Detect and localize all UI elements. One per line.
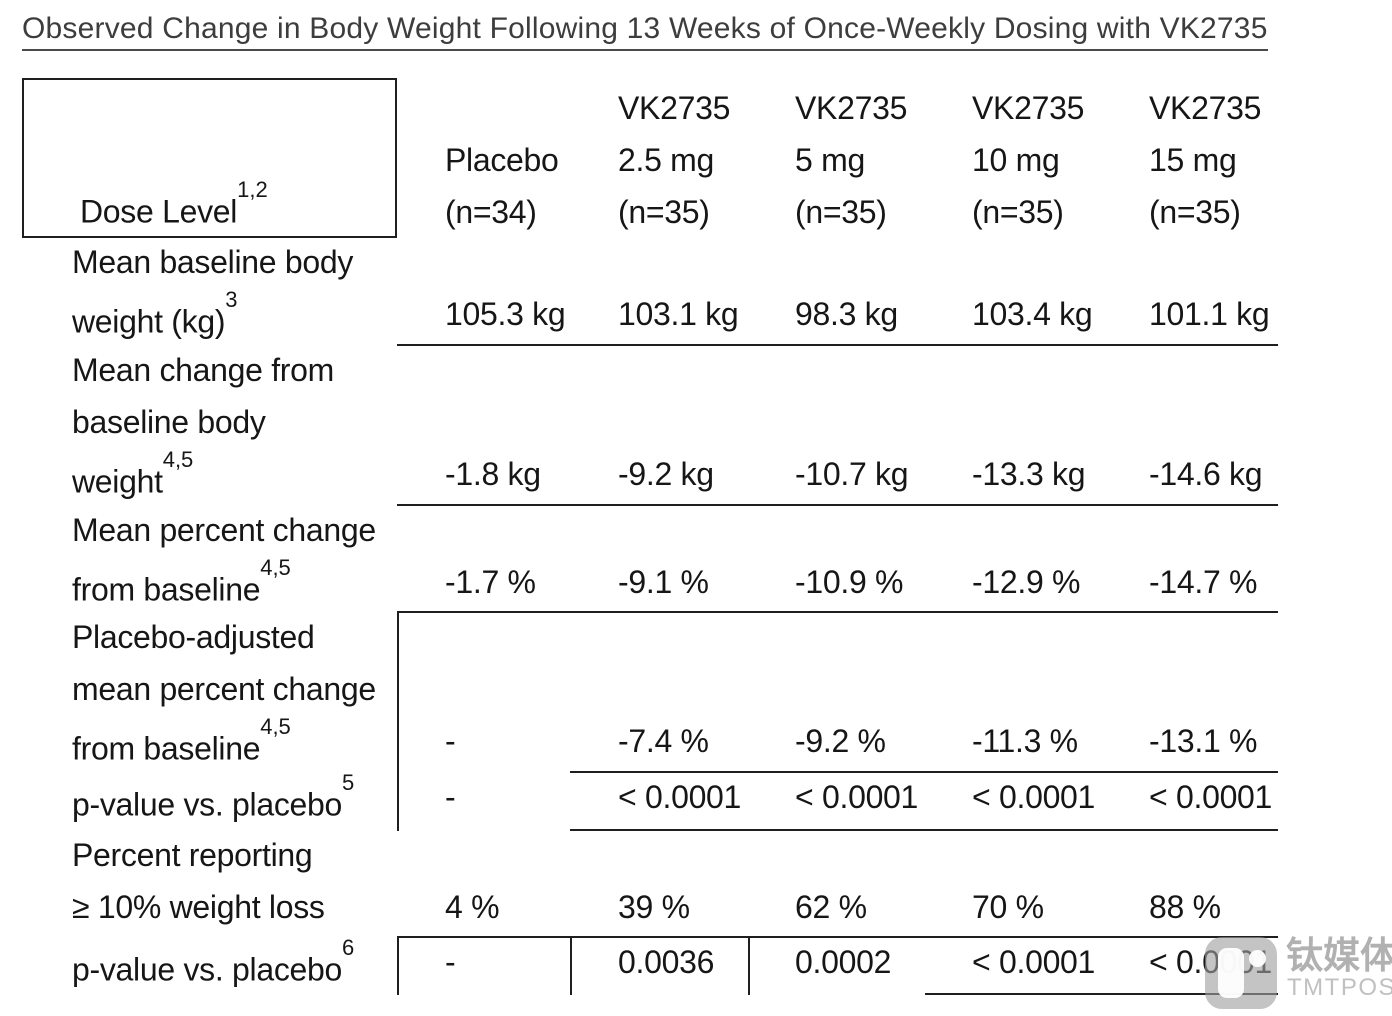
table-cell: -10.7 kg (795, 456, 909, 492)
cell-divider-2 (570, 936, 572, 995)
row-divider-3 (397, 611, 1278, 613)
table-cell: - (445, 723, 456, 759)
table-cell: < 0.0001 (618, 779, 742, 815)
row-divider-6 (397, 936, 1278, 938)
row-label-mean-percent-change: Mean percent change from baseline4,5 (72, 512, 376, 608)
table-cell: -14.7 % (1149, 564, 1258, 600)
table-cell: -14.6 kg (1149, 456, 1263, 492)
row-label-mean-change: Mean change from baseline body weight4,5 (72, 352, 335, 500)
row-label-pvalue-percent: p-value vs. placebo5 (72, 770, 355, 823)
column-header-placebo: Placebo (n=34) (445, 142, 559, 230)
table-cell: 88 % (1149, 889, 1221, 925)
page-title: Observed Change in Body Weight Following… (22, 12, 1268, 51)
table-cell: -13.3 kg (972, 456, 1086, 492)
dose-level-box (22, 78, 397, 238)
table-cell: < 0.0001 (795, 779, 919, 815)
table-cell: < 0.0001 (972, 779, 1096, 815)
row-divider-4 (570, 771, 1278, 773)
column-header-2-5mg: VK2735 2.5 mg (n=35) (618, 90, 731, 230)
table-cell: 39 % (618, 889, 690, 925)
table-cell: 103.4 kg (972, 296, 1093, 332)
table-cell: - (445, 779, 456, 815)
table-cell: -11.3 % (972, 723, 1078, 759)
column-header-10mg: VK2735 10 mg (n=35) (972, 90, 1085, 230)
table-cell: -10.9 % (795, 564, 904, 600)
table-cell: -7.4 % (618, 723, 709, 759)
row-divider-2 (397, 504, 1278, 506)
box-left-edge (397, 611, 399, 831)
bottom-border (925, 993, 1278, 995)
row-label-baseline-weight: Mean baseline body weight (kg)3 (72, 244, 354, 340)
dose-level-label: Dose Level1,2 (80, 177, 268, 230)
tmtpost-logo-icon (1205, 937, 1277, 1009)
row-label-percent-reporting: Percent reporting ≥ 10% weight loss (72, 837, 325, 925)
column-header-15mg: VK2735 15 mg (n=35) (1149, 90, 1262, 230)
watermark-cn-text: 钛媒体 (1286, 935, 1392, 976)
table-cell: - (445, 944, 456, 980)
row-label-pvalue-weight-loss: p-value vs. placebo6 (72, 935, 355, 988)
row-divider-5 (570, 829, 1278, 831)
table-cell: < 0.0001 (972, 944, 1096, 980)
table-cell: 101.1 kg (1149, 296, 1270, 332)
table-cell: -9.1 % (618, 564, 709, 600)
row-divider-1 (397, 344, 1278, 346)
table-cell: -1.8 kg (445, 456, 541, 492)
table-cell: -1.7 % (445, 564, 536, 600)
table-cell: 105.3 kg (445, 296, 566, 332)
table-cell: 70 % (972, 889, 1044, 925)
cell-divider-1 (397, 936, 399, 995)
cell-divider-3 (748, 936, 750, 995)
table-cell: -9.2 % (795, 723, 886, 759)
column-header-5mg: VK2735 5 mg (n=35) (795, 90, 908, 230)
table-cell: -9.2 kg (618, 456, 714, 492)
table-cell: 103.1 kg (618, 296, 739, 332)
row-label-placebo-adjusted: Placebo-adjusted mean percent change fro… (72, 619, 376, 767)
page-title-text: Observed Change in Body Weight Following… (22, 12, 1268, 51)
table-cell: < 0.0001 (1149, 779, 1273, 815)
dose-level-footnote: 1,2 (237, 177, 268, 202)
table-cell: -13.1 % (1149, 723, 1258, 759)
watermark-en-text: TMTPOST (1287, 974, 1392, 1001)
table-cell: 98.3 kg (795, 296, 898, 332)
table-cell: 0.0036 (618, 944, 715, 980)
table-cell: 4 % (445, 889, 500, 925)
table-cell: 62 % (795, 889, 867, 925)
table-cell: -12.9 % (972, 564, 1081, 600)
table-cell: 0.0002 (795, 944, 892, 980)
